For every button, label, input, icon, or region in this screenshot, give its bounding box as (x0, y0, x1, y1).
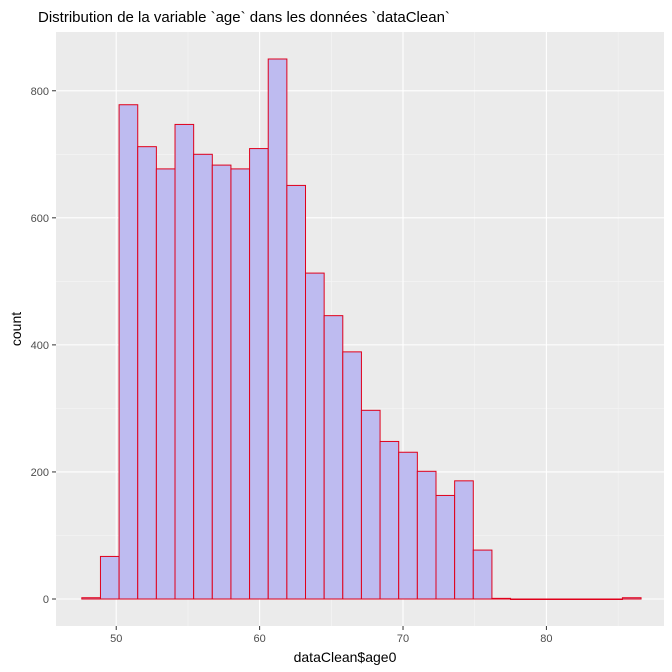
histogram-bar (249, 148, 269, 600)
histogram-bar (267, 58, 288, 600)
x-tick-label: 60 (253, 633, 265, 645)
histogram-bar (286, 184, 307, 600)
histogram-bar (360, 409, 381, 600)
histogram-bar (491, 597, 512, 600)
histogram-bar (155, 168, 176, 600)
histogram-bar (99, 555, 120, 600)
histogram-bar (323, 315, 344, 600)
x-tick-label: 50 (110, 633, 122, 645)
x-axis: 50 60 70 80 (110, 626, 553, 645)
histogram-bar (137, 146, 157, 600)
histogram-bar (528, 598, 549, 600)
histogram-bar (565, 598, 586, 600)
y-tick-label: 0 (43, 594, 49, 606)
y-axis-title: count (8, 312, 24, 346)
histogram-bar (621, 597, 642, 600)
histogram-bar (230, 168, 251, 600)
histogram-bar (416, 470, 437, 600)
histogram-bar (174, 123, 195, 600)
histogram-bar (547, 598, 567, 600)
histogram-bar (379, 440, 400, 600)
x-tick-label: 80 (540, 633, 552, 645)
histogram-bar (305, 272, 325, 600)
y-axis: 0 200 400 600 800 (31, 86, 56, 606)
y-tick-label: 400 (31, 340, 49, 352)
chart-title: Distribution de la variable `age` dans l… (38, 9, 450, 26)
y-tick-label: 800 (31, 86, 49, 98)
histogram-bars (81, 58, 642, 600)
histogram-bar (584, 598, 605, 600)
histogram-bar (342, 351, 362, 600)
histogram-bar (193, 153, 213, 600)
y-tick-label: 600 (31, 213, 49, 225)
x-axis-title: dataClean$age0 (294, 649, 397, 665)
histogram-bar (211, 164, 232, 600)
histogram-bar (81, 597, 101, 600)
histogram-bar (435, 494, 456, 600)
histogram-bar (510, 598, 530, 600)
x-tick-label: 70 (397, 633, 409, 645)
y-tick-label: 200 (31, 467, 49, 479)
histogram-bar (398, 451, 418, 600)
histogram-bar (472, 549, 493, 600)
histogram-bar (454, 480, 474, 600)
histogram-bar (118, 104, 139, 600)
histogram-bar (603, 598, 623, 600)
